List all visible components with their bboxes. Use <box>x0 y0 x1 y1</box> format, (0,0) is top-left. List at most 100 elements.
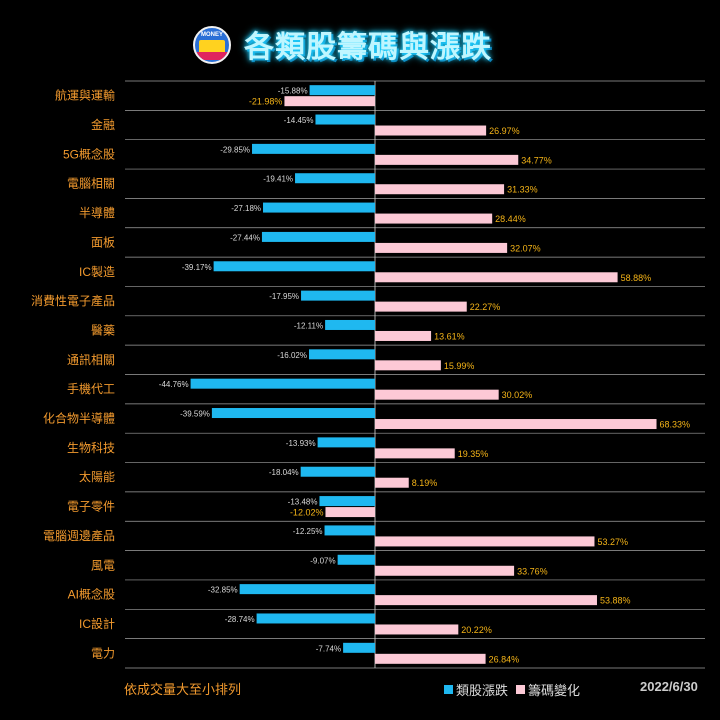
bar-series1 <box>343 642 375 653</box>
data-label-series1: -29.85% <box>220 145 250 154</box>
category-label: 通訊相關 <box>67 352 115 367</box>
date-label: 2022/6/30 <box>640 679 698 694</box>
data-label-series2: 8.19% <box>412 478 438 488</box>
category-label: 手機代工 <box>67 381 115 396</box>
category-label: 風電 <box>91 558 115 572</box>
bar-series1 <box>308 349 375 360</box>
data-label-series1: -12.11% <box>294 321 323 330</box>
bar-series1 <box>239 584 375 595</box>
data-label-series2: 20.22% <box>461 625 492 635</box>
data-label-series2: 13.61% <box>434 331 465 341</box>
bar-series1 <box>256 613 375 624</box>
chart-title: 各類股籌碼與漲跌 <box>244 31 492 64</box>
data-label-series1: -9.07% <box>310 556 335 565</box>
data-label-series1: -32.85% <box>208 586 238 595</box>
bar-series1 <box>261 231 375 242</box>
bar-series2 <box>375 213 493 224</box>
data-label-series1: -16.02% <box>277 351 307 360</box>
bar-series2 <box>375 565 515 576</box>
data-label-series1: -15.88% <box>278 87 308 96</box>
bar-series2 <box>375 536 595 547</box>
category-label: IC設計 <box>79 616 115 631</box>
data-label-series1: -44.76% <box>159 380 189 389</box>
data-label-series1: -13.93% <box>286 439 316 448</box>
data-label-series1: -39.59% <box>180 410 210 419</box>
bar-series2 <box>325 507 375 518</box>
bar-series1 <box>319 496 375 507</box>
category-label: 電力 <box>91 646 115 660</box>
bar-series2 <box>375 184 505 195</box>
category-label: 半導體 <box>79 206 115 220</box>
bar-series1 <box>337 554 375 565</box>
legend-swatch-series2 <box>516 685 526 694</box>
legend-label-series2: 籌碼變化 <box>528 683 581 698</box>
data-label-series1: -7.74% <box>316 644 341 653</box>
category-label: 電子零件 <box>67 500 115 514</box>
category-label: 電腦相關 <box>67 176 115 191</box>
category-label: 航運與運輸 <box>55 88 115 103</box>
data-label-series1: -27.18% <box>231 204 261 213</box>
bar-series1 <box>300 466 375 477</box>
bar-series1 <box>317 437 375 448</box>
data-label-series1: -19.41% <box>263 175 293 184</box>
bar-series2 <box>375 477 409 488</box>
bar-series2 <box>375 448 455 459</box>
data-label-series2: 33.76% <box>517 566 548 576</box>
data-label-series2: 19.35% <box>458 449 489 459</box>
bar-series1 <box>263 202 375 213</box>
sort-note: 依成交量大至小排列 <box>124 682 242 697</box>
category-label: AI概念股 <box>68 587 115 602</box>
data-label-series2: 53.88% <box>600 596 631 606</box>
data-label-series2: 34.77% <box>521 155 552 165</box>
bar-series2 <box>375 653 486 664</box>
category-label: 金融 <box>91 117 115 132</box>
data-label-series2: 32.07% <box>510 243 541 253</box>
bar-series1 <box>295 173 375 184</box>
category-label: 太陽能 <box>79 469 115 484</box>
category-label: 5G概念股 <box>63 146 115 161</box>
bar-series1 <box>213 261 375 272</box>
data-label-series1: -28.74% <box>225 615 255 624</box>
data-label-series1: -39.17% <box>182 263 212 272</box>
data-label-series2: 15.99% <box>444 361 475 371</box>
category-label: 消費性電子產品 <box>31 293 115 308</box>
bar-series1 <box>252 143 375 154</box>
data-label-series2: 26.97% <box>489 126 520 136</box>
category-label: 面板 <box>91 235 115 249</box>
bar-series1 <box>325 319 375 330</box>
data-label-series2: 68.33% <box>660 420 691 430</box>
bar-series1 <box>315 114 375 125</box>
bar-series1 <box>301 290 375 301</box>
data-label-series2: 22.27% <box>470 302 501 312</box>
bar-series2 <box>375 624 459 635</box>
legend: 類股漲跌 籌碼變化 <box>444 680 580 699</box>
data-label-series1: -12.25% <box>293 527 323 536</box>
data-label-series2: 53.27% <box>597 537 628 547</box>
data-label-series1: -14.45% <box>284 116 314 125</box>
data-label-series1: -27.44% <box>230 233 260 242</box>
bar-series2 <box>375 330 432 341</box>
data-label-series2: 30.02% <box>502 390 533 400</box>
legend-label-series1: 類股漲跌 <box>456 683 509 698</box>
bar-series2 <box>375 242 508 253</box>
logo-chart-icon <box>199 40 225 54</box>
data-label-series2: -12.02% <box>290 508 324 518</box>
bar-series1 <box>190 378 375 389</box>
bar-series2 <box>375 125 487 136</box>
category-label: 電腦週邊產品 <box>43 528 115 543</box>
category-label: IC製造 <box>79 265 115 279</box>
header: MONEY 各類股籌碼與漲跌 <box>0 0 720 80</box>
bar-series2 <box>375 389 499 400</box>
bar-series2 <box>375 360 441 371</box>
category-label: 醫藥 <box>91 323 115 337</box>
data-label-series1: -17.95% <box>269 292 299 301</box>
data-label-series2: 28.44% <box>495 214 526 224</box>
data-label-series2: 26.84% <box>489 654 520 664</box>
bar-series2 <box>375 595 597 606</box>
bar-series1 <box>324 525 375 536</box>
data-label-series1: -13.48% <box>288 498 318 507</box>
bar-series2 <box>375 419 657 430</box>
bar-series2 <box>375 301 467 312</box>
bar-series2 <box>375 154 519 165</box>
